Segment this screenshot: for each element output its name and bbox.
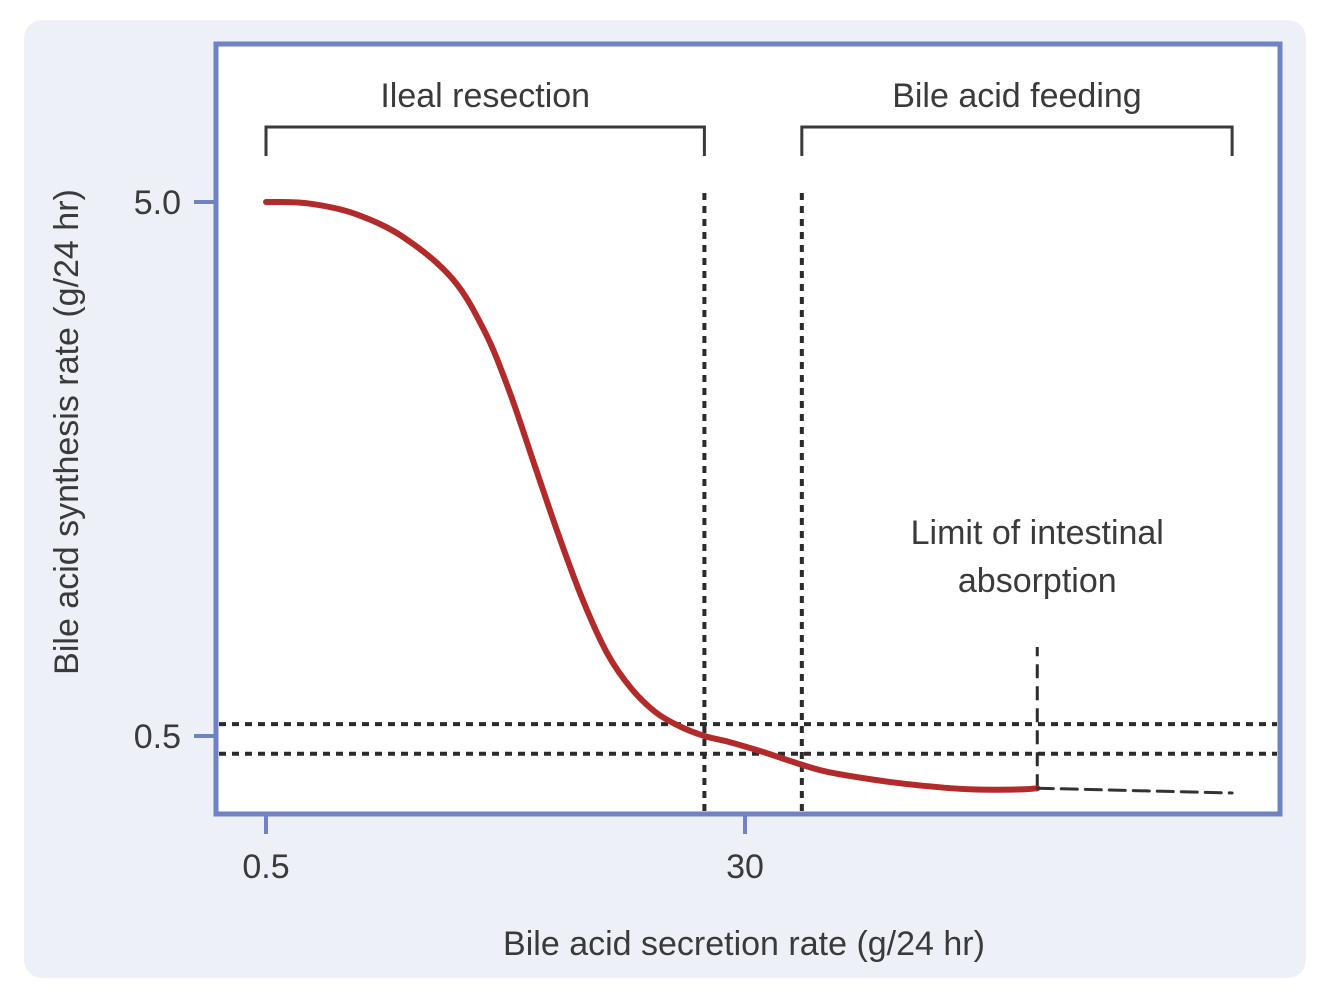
x-tick-label-1: 0.5 [242, 848, 289, 886]
y-tick-label-2: 0.5 [134, 718, 181, 756]
plot-area [213, 41, 1283, 817]
range-brackets: Ileal resection Bile acid feeding [264, 77, 1234, 156]
series-layer [263, 198, 1234, 795]
annotation-1-line-2: absorption [958, 562, 1117, 600]
synthesis-curve [263, 198, 1041, 793]
y-axis-title: Bile acid synthesis rate (g/24 hr) [48, 189, 86, 675]
extrapolation-dashed-line [1035, 786, 1234, 795]
annotation-1-line-1: Limit of intestinal [911, 514, 1164, 552]
reference-lines [219, 190, 1277, 811]
annotations: Limit of intestinal absorption [911, 514, 1164, 600]
bracket-2 [800, 125, 1234, 156]
bracket-label-1: Ileal resection [380, 77, 590, 115]
y-tick-label-1: 5.0 [134, 184, 181, 222]
x-tick-label-2: 30 [726, 848, 764, 886]
x-axis-title: Bile acid secretion rate (g/24 hr) [503, 925, 985, 963]
axis-ticks: 0.5 30 5.0 0.5 [134, 184, 764, 886]
bracket-label-2: Bile acid feeding [892, 77, 1142, 115]
bracket-1 [264, 125, 706, 156]
